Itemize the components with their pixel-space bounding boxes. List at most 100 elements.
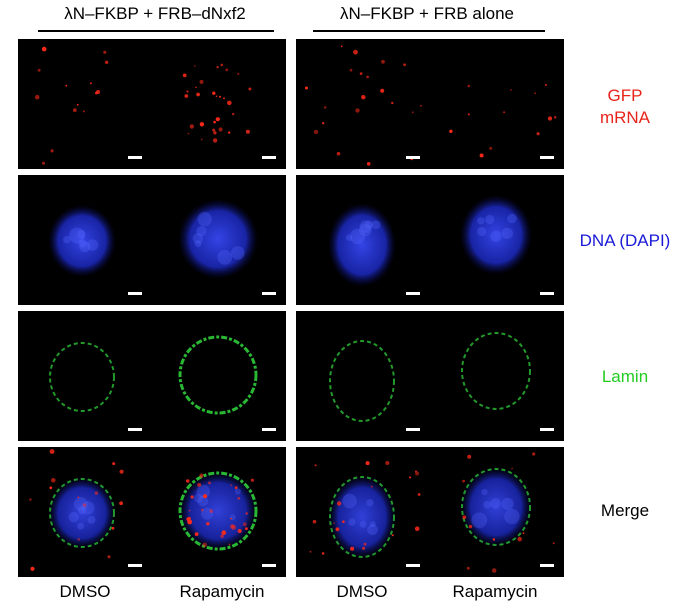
nucleus-dapi (178, 199, 258, 279)
nuclear-envelope-lamin (329, 340, 395, 422)
chromatin-spot (481, 488, 488, 496)
mrna-dot (340, 45, 343, 48)
panel-merge-dmso-1 (18, 447, 152, 577)
column-label-rapamycin-1: Rapamycin (179, 582, 265, 601)
mrna-dot (89, 82, 92, 85)
mrna-dot (188, 509, 191, 512)
chromatin-spot (197, 495, 209, 507)
mrna-dot (72, 108, 77, 112)
scale-bar (406, 428, 420, 431)
nuclear-envelope-lamin (461, 468, 531, 546)
mrna-dot (49, 449, 55, 454)
chromatin-spot (348, 518, 356, 526)
mrna-dot (403, 63, 406, 67)
mrna-dot (77, 538, 81, 541)
mrna-dot (391, 534, 394, 537)
chromatin-spot (197, 211, 212, 227)
row-label-gfp-mrna: GFP mRNA (599, 86, 651, 127)
chromatin-spot (490, 230, 502, 242)
mrna-dot (187, 132, 190, 135)
mrna-dot (322, 122, 325, 125)
mrna-dot (182, 73, 187, 78)
mrna-dot (111, 526, 115, 530)
mrna-dot (359, 72, 363, 75)
mrna-dot (223, 97, 225, 100)
chromatin-spot (77, 506, 86, 515)
panel-image (461, 332, 531, 410)
mrna-dot (194, 532, 199, 536)
panel-image (460, 195, 532, 275)
mrna-dot (37, 68, 41, 72)
mrna-dot (187, 519, 193, 525)
header-right-underline (313, 30, 545, 32)
mrna-dot (349, 68, 353, 72)
mrna-dot (29, 498, 32, 501)
column-label-dmso-2: DMSO (336, 582, 388, 601)
chromatin-spot (359, 520, 367, 528)
mrna-dot (220, 534, 224, 538)
mrna-dot (201, 508, 204, 512)
panel-image (48, 205, 116, 277)
column-label-dmso-1: DMSO (59, 582, 111, 601)
scale-bar (540, 428, 554, 431)
mrna-dot (82, 503, 87, 507)
mrna-dot (200, 138, 203, 141)
panel-dapi-rapamycin-2 (430, 175, 564, 305)
chromatin-spot (364, 220, 374, 229)
chromatin-spot (234, 488, 241, 495)
mrna-dot (230, 517, 232, 520)
scale-bar (262, 428, 276, 431)
mrna-dot (411, 111, 414, 114)
mrna-dot (409, 476, 412, 479)
mrna-dot (218, 127, 223, 132)
mrna-dot (94, 491, 99, 495)
mrna-dot (185, 479, 190, 483)
mrna-dot (321, 552, 325, 555)
mrna-dot (250, 478, 254, 482)
mrna-dot (363, 542, 367, 546)
chromatin-spot (367, 524, 378, 536)
mrna-dot (489, 146, 493, 150)
mrna-dot (522, 532, 525, 535)
panel-image (178, 471, 258, 551)
mrna-dot (479, 153, 484, 158)
mrna-dot (213, 120, 216, 124)
mrna-dot (245, 129, 250, 134)
column-label-rapamycin-2: Rapamycin (452, 582, 538, 601)
mrna-dot (336, 501, 342, 506)
mrna-dot (415, 471, 420, 476)
mrna-dot (462, 479, 465, 483)
chromatin-spot (78, 239, 87, 248)
panel-image (329, 340, 395, 422)
mrna-dot (212, 91, 216, 95)
nucleus-dapi (48, 205, 116, 277)
chromatin-spot (371, 220, 381, 230)
chromatin-spot (217, 250, 233, 265)
panel-merge-rapamycin-2 (430, 447, 564, 577)
row-label-lamin: Lamin (601, 367, 649, 386)
mrna-dot (245, 527, 248, 531)
mrna-dot (366, 162, 371, 166)
scale-bar (128, 292, 142, 295)
chromatin-spot (501, 227, 513, 239)
mrna-dot (42, 161, 45, 165)
chromatin-spot (477, 217, 485, 225)
mrna-dot (503, 111, 506, 114)
mrna-dot (199, 79, 204, 84)
mrna-dot (381, 59, 385, 64)
mrna-dot (119, 469, 124, 474)
panel-image (460, 452, 555, 573)
mrna-dot (361, 95, 366, 100)
mrna-dot (510, 89, 512, 91)
mrna-dot (491, 568, 497, 573)
mrna-dot (203, 494, 208, 499)
chromatin-spot (194, 493, 204, 503)
mrna-dot (336, 151, 341, 156)
chromatin-spot (477, 226, 487, 237)
panel-image (29, 449, 124, 571)
mrna-dot (468, 524, 473, 529)
chromatin-spot (342, 493, 357, 509)
mrna-dot (552, 542, 555, 545)
chromatin-spot (87, 239, 99, 251)
chromatin-spot (366, 499, 374, 507)
